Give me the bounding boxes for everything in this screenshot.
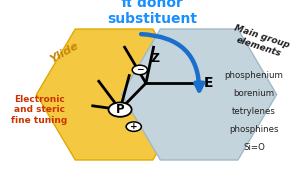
Text: Ylide: Ylide <box>48 41 80 65</box>
Circle shape <box>132 65 147 75</box>
Text: phosphines: phosphines <box>229 125 278 134</box>
Text: P: P <box>116 103 124 116</box>
Circle shape <box>126 122 141 131</box>
Text: borenium: borenium <box>233 89 275 98</box>
Text: tetrylenes: tetrylenes <box>232 107 276 116</box>
Text: Electronic
and steric
fine tuning: Electronic and steric fine tuning <box>11 95 68 125</box>
Text: Si=O: Si=O <box>243 143 265 152</box>
Text: E: E <box>203 76 213 90</box>
Text: π donor
substituent: π donor substituent <box>107 0 197 26</box>
Text: phosphenium: phosphenium <box>224 71 283 80</box>
FancyArrowPatch shape <box>141 34 203 91</box>
Text: −: − <box>136 65 143 74</box>
Text: Z: Z <box>150 52 160 65</box>
Text: Main group
elements: Main group elements <box>230 23 290 60</box>
Polygon shape <box>36 29 192 160</box>
Text: +: + <box>130 122 138 131</box>
Circle shape <box>109 102 132 117</box>
Polygon shape <box>122 29 277 160</box>
